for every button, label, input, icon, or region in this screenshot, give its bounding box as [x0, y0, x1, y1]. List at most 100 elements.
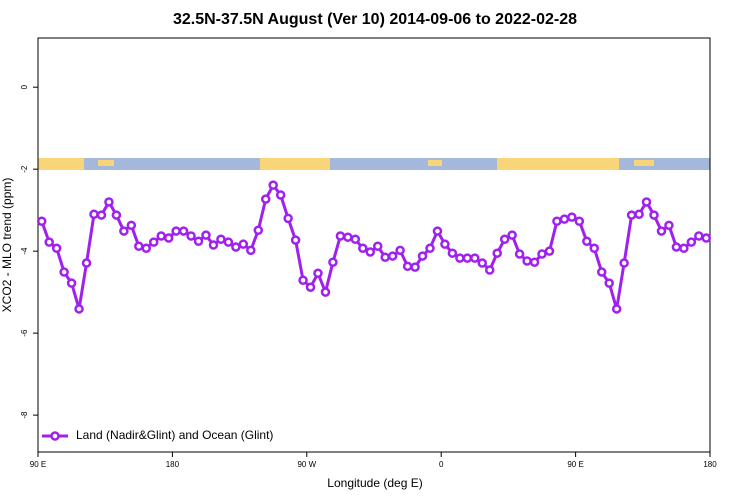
data-point — [492, 248, 502, 258]
data-point — [343, 232, 353, 242]
data-point — [425, 243, 435, 254]
data-point — [96, 210, 107, 220]
data-point — [148, 237, 159, 247]
data-point — [111, 210, 122, 220]
data-point — [671, 242, 682, 252]
x-tick-label: 180 — [703, 460, 717, 469]
data-point — [417, 251, 428, 261]
data-point — [305, 282, 316, 292]
data-point — [238, 239, 249, 249]
data-point — [208, 240, 219, 250]
data-point — [178, 226, 189, 236]
x-tick-label: 90 E — [30, 460, 46, 469]
data-point — [59, 267, 69, 277]
data-point — [582, 236, 592, 247]
data-point — [395, 245, 405, 256]
data-point — [402, 261, 413, 272]
data-point — [335, 231, 346, 241]
data-point — [656, 226, 667, 236]
data-point — [66, 278, 77, 288]
data-point — [649, 210, 659, 220]
data-point — [694, 231, 704, 241]
data-point — [447, 248, 458, 258]
data-point — [141, 243, 152, 254]
data-point — [365, 247, 376, 257]
data-point — [89, 209, 99, 220]
data-point — [589, 243, 600, 254]
data-point — [552, 216, 562, 226]
y-tick-label: -4 — [20, 247, 29, 255]
legend-label: Land (Nadir&Glint) and Ocean (Glint) — [76, 428, 273, 442]
data-point — [126, 220, 137, 231]
data-point — [253, 225, 264, 235]
data-point — [596, 267, 607, 277]
x-tick-label: 0 — [439, 460, 444, 469]
data-point — [134, 241, 144, 251]
data-point — [358, 243, 368, 254]
x-tick-label: 180 — [166, 460, 180, 469]
data-point — [686, 237, 697, 247]
data-point — [193, 236, 204, 247]
plot-frame — [37, 37, 711, 453]
data-point — [156, 231, 166, 241]
data-point — [514, 249, 525, 259]
data-point — [701, 233, 712, 243]
data-point — [499, 234, 510, 245]
y-tick-label: -6 — [20, 329, 29, 337]
data-point — [260, 194, 271, 204]
data-point — [44, 237, 54, 247]
data-point — [231, 242, 241, 252]
data-point — [559, 214, 570, 224]
x-tick-label: 90 E — [567, 460, 583, 469]
data-point — [626, 210, 637, 220]
data-point — [410, 262, 420, 272]
data-point — [462, 253, 473, 263]
data-point — [350, 234, 361, 245]
data-point — [679, 243, 689, 254]
data-point — [507, 230, 517, 240]
y-tick-label: -8 — [20, 411, 29, 419]
data-point — [320, 287, 331, 297]
chart-title: 32.5N-37.5N August (Ver 10) 2014-09-06 t… — [173, 11, 577, 28]
data-point — [634, 209, 644, 220]
land-ocean-strip — [38, 158, 710, 170]
data-point — [290, 235, 301, 245]
data-point — [201, 230, 211, 240]
data-point — [268, 180, 278, 190]
data-point — [484, 265, 495, 275]
data-point — [246, 245, 256, 256]
data-point — [380, 252, 390, 263]
data-point — [604, 278, 614, 288]
y-tick-label: 0 — [20, 84, 29, 89]
y-tick-label: -2 — [20, 165, 29, 173]
data-point — [283, 213, 293, 224]
data-point — [313, 268, 323, 279]
data-point — [372, 241, 383, 251]
data-point — [81, 258, 92, 268]
data-point — [51, 243, 62, 254]
x-axis-label: Longitude (deg E) — [327, 476, 422, 490]
data-point — [298, 275, 308, 286]
data-point — [186, 231, 196, 241]
data-point — [522, 256, 532, 266]
data-point — [163, 233, 174, 243]
data-point — [529, 257, 540, 267]
data-point — [74, 304, 84, 314]
data-point — [611, 304, 622, 314]
data-point — [641, 197, 652, 207]
y-axis-label: XCO2 - MLO trend (ppm) — [0, 178, 14, 313]
data-point — [216, 234, 226, 245]
data-point — [544, 246, 555, 256]
data-point — [470, 253, 480, 263]
data-point — [328, 257, 338, 267]
data-point — [664, 220, 674, 231]
data-point — [223, 237, 234, 247]
data-point — [171, 226, 181, 236]
data-point — [119, 226, 129, 236]
legend-marker — [50, 431, 60, 441]
data-point — [574, 216, 585, 226]
data-point — [432, 226, 443, 236]
data-point — [104, 197, 114, 207]
data-point — [275, 190, 286, 200]
